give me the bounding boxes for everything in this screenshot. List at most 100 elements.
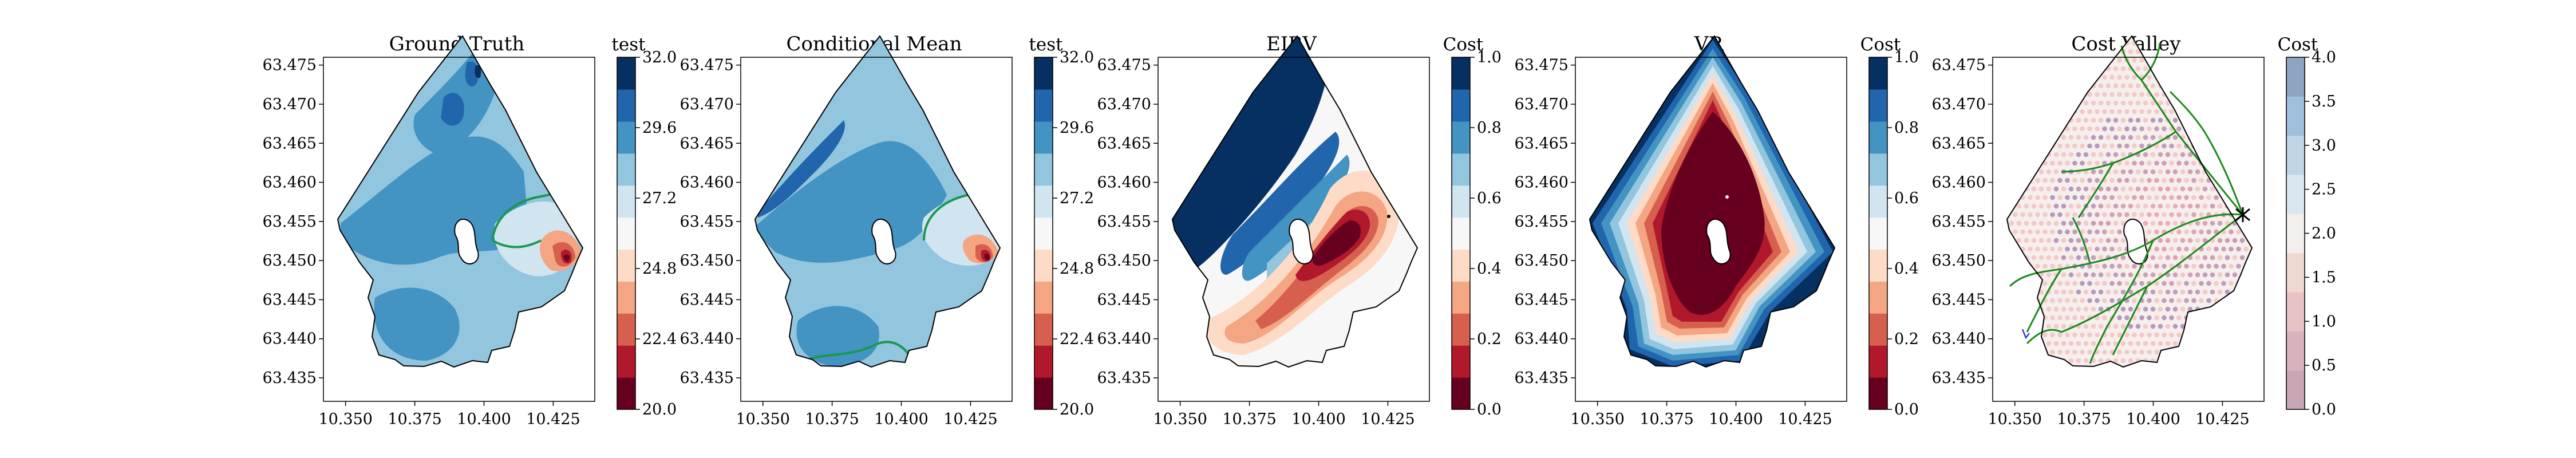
cost-dot bbox=[2176, 126, 2182, 132]
x-tick-label: 10.350 bbox=[318, 410, 372, 428]
cost-dot bbox=[2225, 341, 2230, 346]
cost-dot bbox=[2172, 323, 2178, 329]
cost-dot bbox=[2031, 100, 2037, 106]
cost-dot bbox=[2239, 289, 2245, 295]
cost-dot bbox=[2098, 255, 2104, 260]
panel-ground-truth: Ground Truth 63.47563.47063.46563.46063.… bbox=[263, 33, 677, 428]
cost-dot bbox=[2165, 306, 2171, 312]
cost-dot bbox=[2128, 358, 2134, 364]
cost-dot bbox=[2191, 177, 2196, 183]
cost-dot bbox=[2236, 177, 2241, 183]
cost-dot bbox=[2210, 83, 2215, 89]
cost-dot bbox=[2120, 152, 2126, 157]
cost-dot bbox=[2217, 341, 2223, 346]
cost-dot bbox=[2113, 152, 2119, 157]
colorbar-tick-label: 32.0 bbox=[1060, 49, 1094, 66]
y-tick-label: 63.470 bbox=[680, 96, 734, 113]
colorbar-swatch bbox=[1034, 89, 1053, 122]
cost-dot bbox=[2139, 349, 2144, 355]
cost-dot bbox=[2065, 160, 2070, 166]
cost-dot bbox=[2009, 238, 2014, 243]
cost-dot bbox=[2147, 349, 2152, 355]
cost-dot bbox=[2225, 83, 2230, 89]
cost-dot bbox=[2232, 83, 2238, 89]
cost-dot bbox=[2120, 306, 2126, 312]
cost-dot bbox=[2158, 117, 2163, 123]
cost-dot bbox=[2105, 272, 2111, 278]
cost-dot bbox=[2080, 332, 2085, 338]
cost-dot bbox=[2176, 315, 2182, 321]
cost-dot bbox=[2072, 57, 2077, 63]
cost-dot bbox=[2169, 195, 2174, 200]
cost-dot bbox=[2221, 109, 2226, 114]
cost-dot bbox=[2038, 203, 2044, 209]
cost-dot bbox=[2105, 100, 2111, 106]
x-tick-label: 10.400 bbox=[1709, 410, 1763, 428]
cost-dot bbox=[2016, 358, 2022, 364]
cost-dot bbox=[2020, 40, 2025, 46]
cost-dot bbox=[2251, 281, 2252, 286]
cost-dot bbox=[2214, 315, 2219, 321]
cost-dot bbox=[2009, 289, 2014, 295]
cost-dot bbox=[2057, 315, 2063, 321]
cost-dot bbox=[2191, 126, 2196, 132]
y-tick-label: 63.470 bbox=[263, 96, 317, 113]
cost-dot bbox=[2035, 160, 2040, 166]
y-tick-label: 63.455 bbox=[1932, 213, 1986, 231]
cost-dot bbox=[2080, 349, 2085, 355]
cost-dot bbox=[2251, 160, 2252, 166]
cost-dot bbox=[2002, 221, 2007, 226]
y-tick-label: 63.435 bbox=[1932, 369, 1986, 387]
cost-dot bbox=[2109, 212, 2115, 218]
cost-dot bbox=[2214, 263, 2219, 269]
cost-dot bbox=[2243, 92, 2249, 97]
colorbar-swatch bbox=[1869, 345, 1887, 378]
cost-dot bbox=[2035, 40, 2040, 46]
cost-dot bbox=[2162, 57, 2167, 63]
cost-dot bbox=[2236, 143, 2241, 149]
cost-dot bbox=[2165, 238, 2171, 243]
cost-dot bbox=[2184, 349, 2189, 355]
cost-dot bbox=[2199, 298, 2204, 303]
cost-dot bbox=[2236, 126, 2241, 132]
colorbar-swatch bbox=[1034, 121, 1053, 154]
colorbar-tick-label: 22.4 bbox=[642, 330, 677, 348]
cost-dot bbox=[2239, 341, 2245, 346]
cost-dot bbox=[2158, 289, 2163, 295]
cost-dot bbox=[2002, 273, 2007, 278]
cost-dot bbox=[2225, 117, 2230, 123]
cost-dot bbox=[2117, 109, 2122, 114]
cost-dot bbox=[2195, 169, 2200, 175]
cost-dot bbox=[2239, 66, 2245, 72]
cost-dot bbox=[2147, 212, 2152, 218]
colorbar-tick-label: 0.5 bbox=[2312, 357, 2336, 374]
cost-dot bbox=[2120, 186, 2126, 192]
cost-dot bbox=[2042, 177, 2048, 183]
cost-dot bbox=[2225, 100, 2230, 106]
cost-dot bbox=[2053, 289, 2059, 295]
cost-dot bbox=[2046, 255, 2052, 260]
cost-dot bbox=[2028, 212, 2033, 218]
cost-dot bbox=[2035, 74, 2040, 80]
cost-dot bbox=[2172, 83, 2178, 89]
colorbar-swatch bbox=[1034, 249, 1053, 282]
cost-dot bbox=[2236, 109, 2241, 114]
cost-dot bbox=[2232, 289, 2238, 295]
cost-dot bbox=[2199, 366, 2204, 367]
colorbar-swatch bbox=[2286, 214, 2305, 254]
cost-dot bbox=[2124, 126, 2129, 132]
cost-dot bbox=[2002, 84, 2007, 89]
cost-dot bbox=[2247, 83, 2252, 89]
cost-dot bbox=[2184, 281, 2189, 286]
cost-dot bbox=[2199, 57, 2204, 63]
cost-dot bbox=[2020, 143, 2025, 149]
cost-dot bbox=[2020, 57, 2025, 63]
cost-dot bbox=[2061, 83, 2067, 89]
cost-dot bbox=[2187, 323, 2193, 329]
cost-dot bbox=[2068, 100, 2074, 106]
cost-dot bbox=[2202, 49, 2208, 54]
x-tick-label: 10.425 bbox=[1361, 410, 1415, 428]
cost-dot bbox=[2057, 298, 2063, 303]
cost-dot bbox=[2016, 238, 2022, 243]
cost-dot bbox=[2169, 177, 2174, 183]
